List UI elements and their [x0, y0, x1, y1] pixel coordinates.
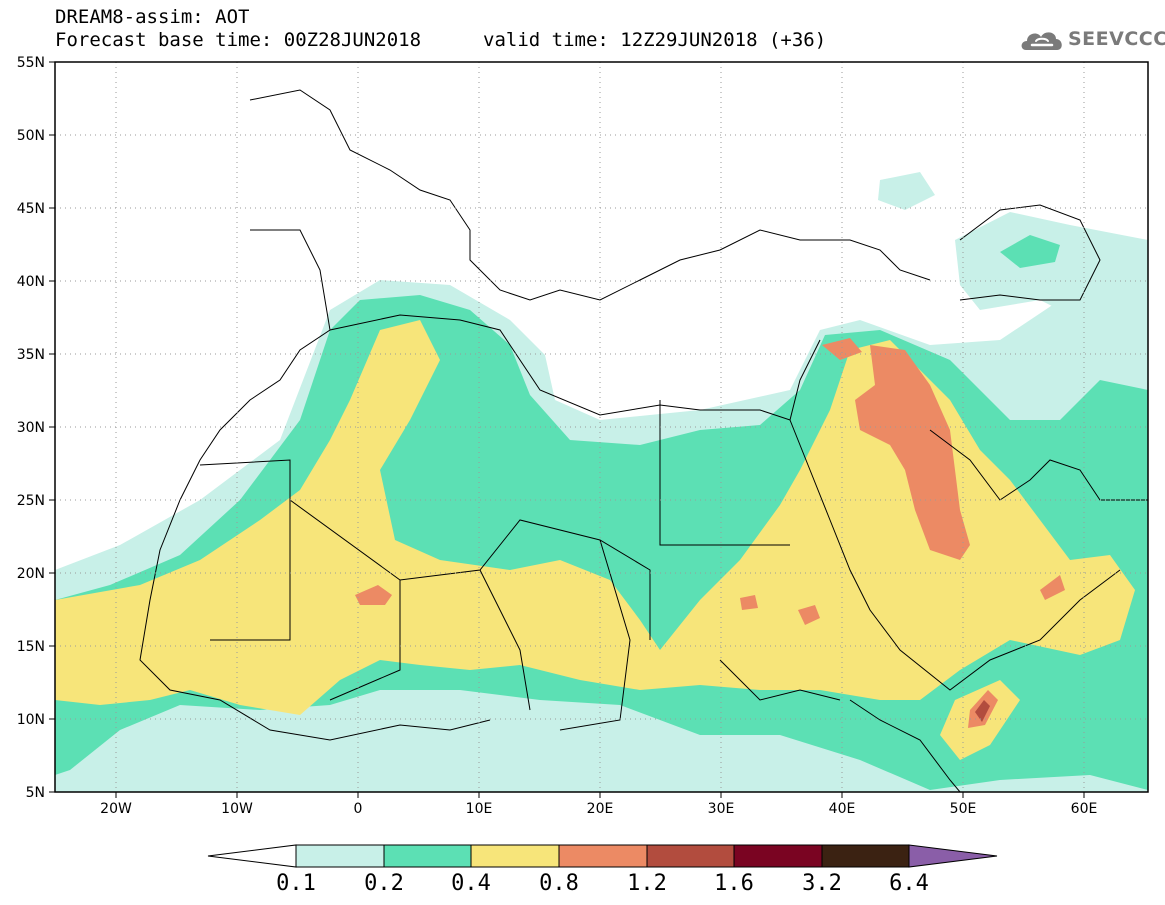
lat-labels: 55N 50N 45N 40N 35N 30N 25N 20N 15N 10N …: [17, 55, 45, 801]
lat-label: 15N: [17, 639, 45, 655]
lat-label: 45N: [17, 201, 45, 217]
colorbar-label: 0.1: [276, 871, 316, 896]
lon-label: 10W: [221, 801, 253, 817]
axis-ticks: [49, 61, 1085, 798]
colorbar-label: 6.4: [889, 871, 929, 896]
lon-label: 20W: [100, 801, 132, 817]
colorbar-label: 0.8: [539, 871, 579, 896]
colorbar-segment: [821, 844, 910, 868]
lat-label: 55N: [17, 55, 45, 71]
lat-label: 35N: [17, 347, 45, 363]
valid-time: valid time: 12Z29JUN2018 (+36): [483, 29, 827, 51]
colorbar-low-arrow: [207, 844, 297, 868]
colorbar-label: 1.2: [627, 871, 667, 896]
lon-label: 0: [354, 801, 363, 817]
seevccc-logo: SEEVCCC: [1018, 24, 1165, 56]
lat-label: 10N: [17, 712, 45, 728]
colorbar-label: 3.2: [802, 871, 842, 896]
colorbar-label: 0.2: [364, 871, 404, 896]
colorbar-high-arrow: [908, 844, 998, 868]
colorbar-segment: [733, 844, 823, 868]
colorbar-segment: [295, 844, 385, 868]
colorbar: [207, 844, 998, 868]
lat-label: 50N: [17, 128, 45, 144]
colorbar-segment: [558, 844, 648, 868]
colorbar-segment: [470, 844, 560, 868]
lon-label: 60E: [1071, 801, 1098, 817]
lon-label: 10E: [466, 801, 493, 817]
coastlines: [139, 89, 1148, 792]
colorbar-segment: [383, 844, 472, 868]
aot-field: [55, 62, 1148, 792]
colorbar-label: 1.6: [714, 871, 754, 896]
lon-label: 20E: [587, 801, 614, 817]
lon-labels: 20W 10W 0 10E 20E 30E 40E 50E 60E: [100, 801, 1097, 817]
lat-label: 5N: [26, 785, 45, 801]
colorbar-label: 0.4: [451, 871, 491, 896]
lat-label: 25N: [17, 493, 45, 509]
map-title: DREAM8-assim: AOT: [55, 6, 250, 28]
lon-label: 30E: [708, 801, 735, 817]
lon-label: 40E: [829, 801, 856, 817]
gridlines: [55, 62, 1148, 792]
lon-label: 50E: [950, 801, 977, 817]
cloud-icon: [1021, 32, 1062, 50]
lat-label: 40N: [17, 274, 45, 290]
colorbar-segment: [646, 844, 735, 868]
lat-label: 30N: [17, 420, 45, 436]
aot-band-1-2: [975, 700, 990, 722]
forecast-base-time: Forecast base time: 00Z28JUN2018: [55, 29, 422, 51]
logo-text: SEEVCCC: [1068, 28, 1165, 50]
lat-label: 20N: [17, 566, 45, 582]
